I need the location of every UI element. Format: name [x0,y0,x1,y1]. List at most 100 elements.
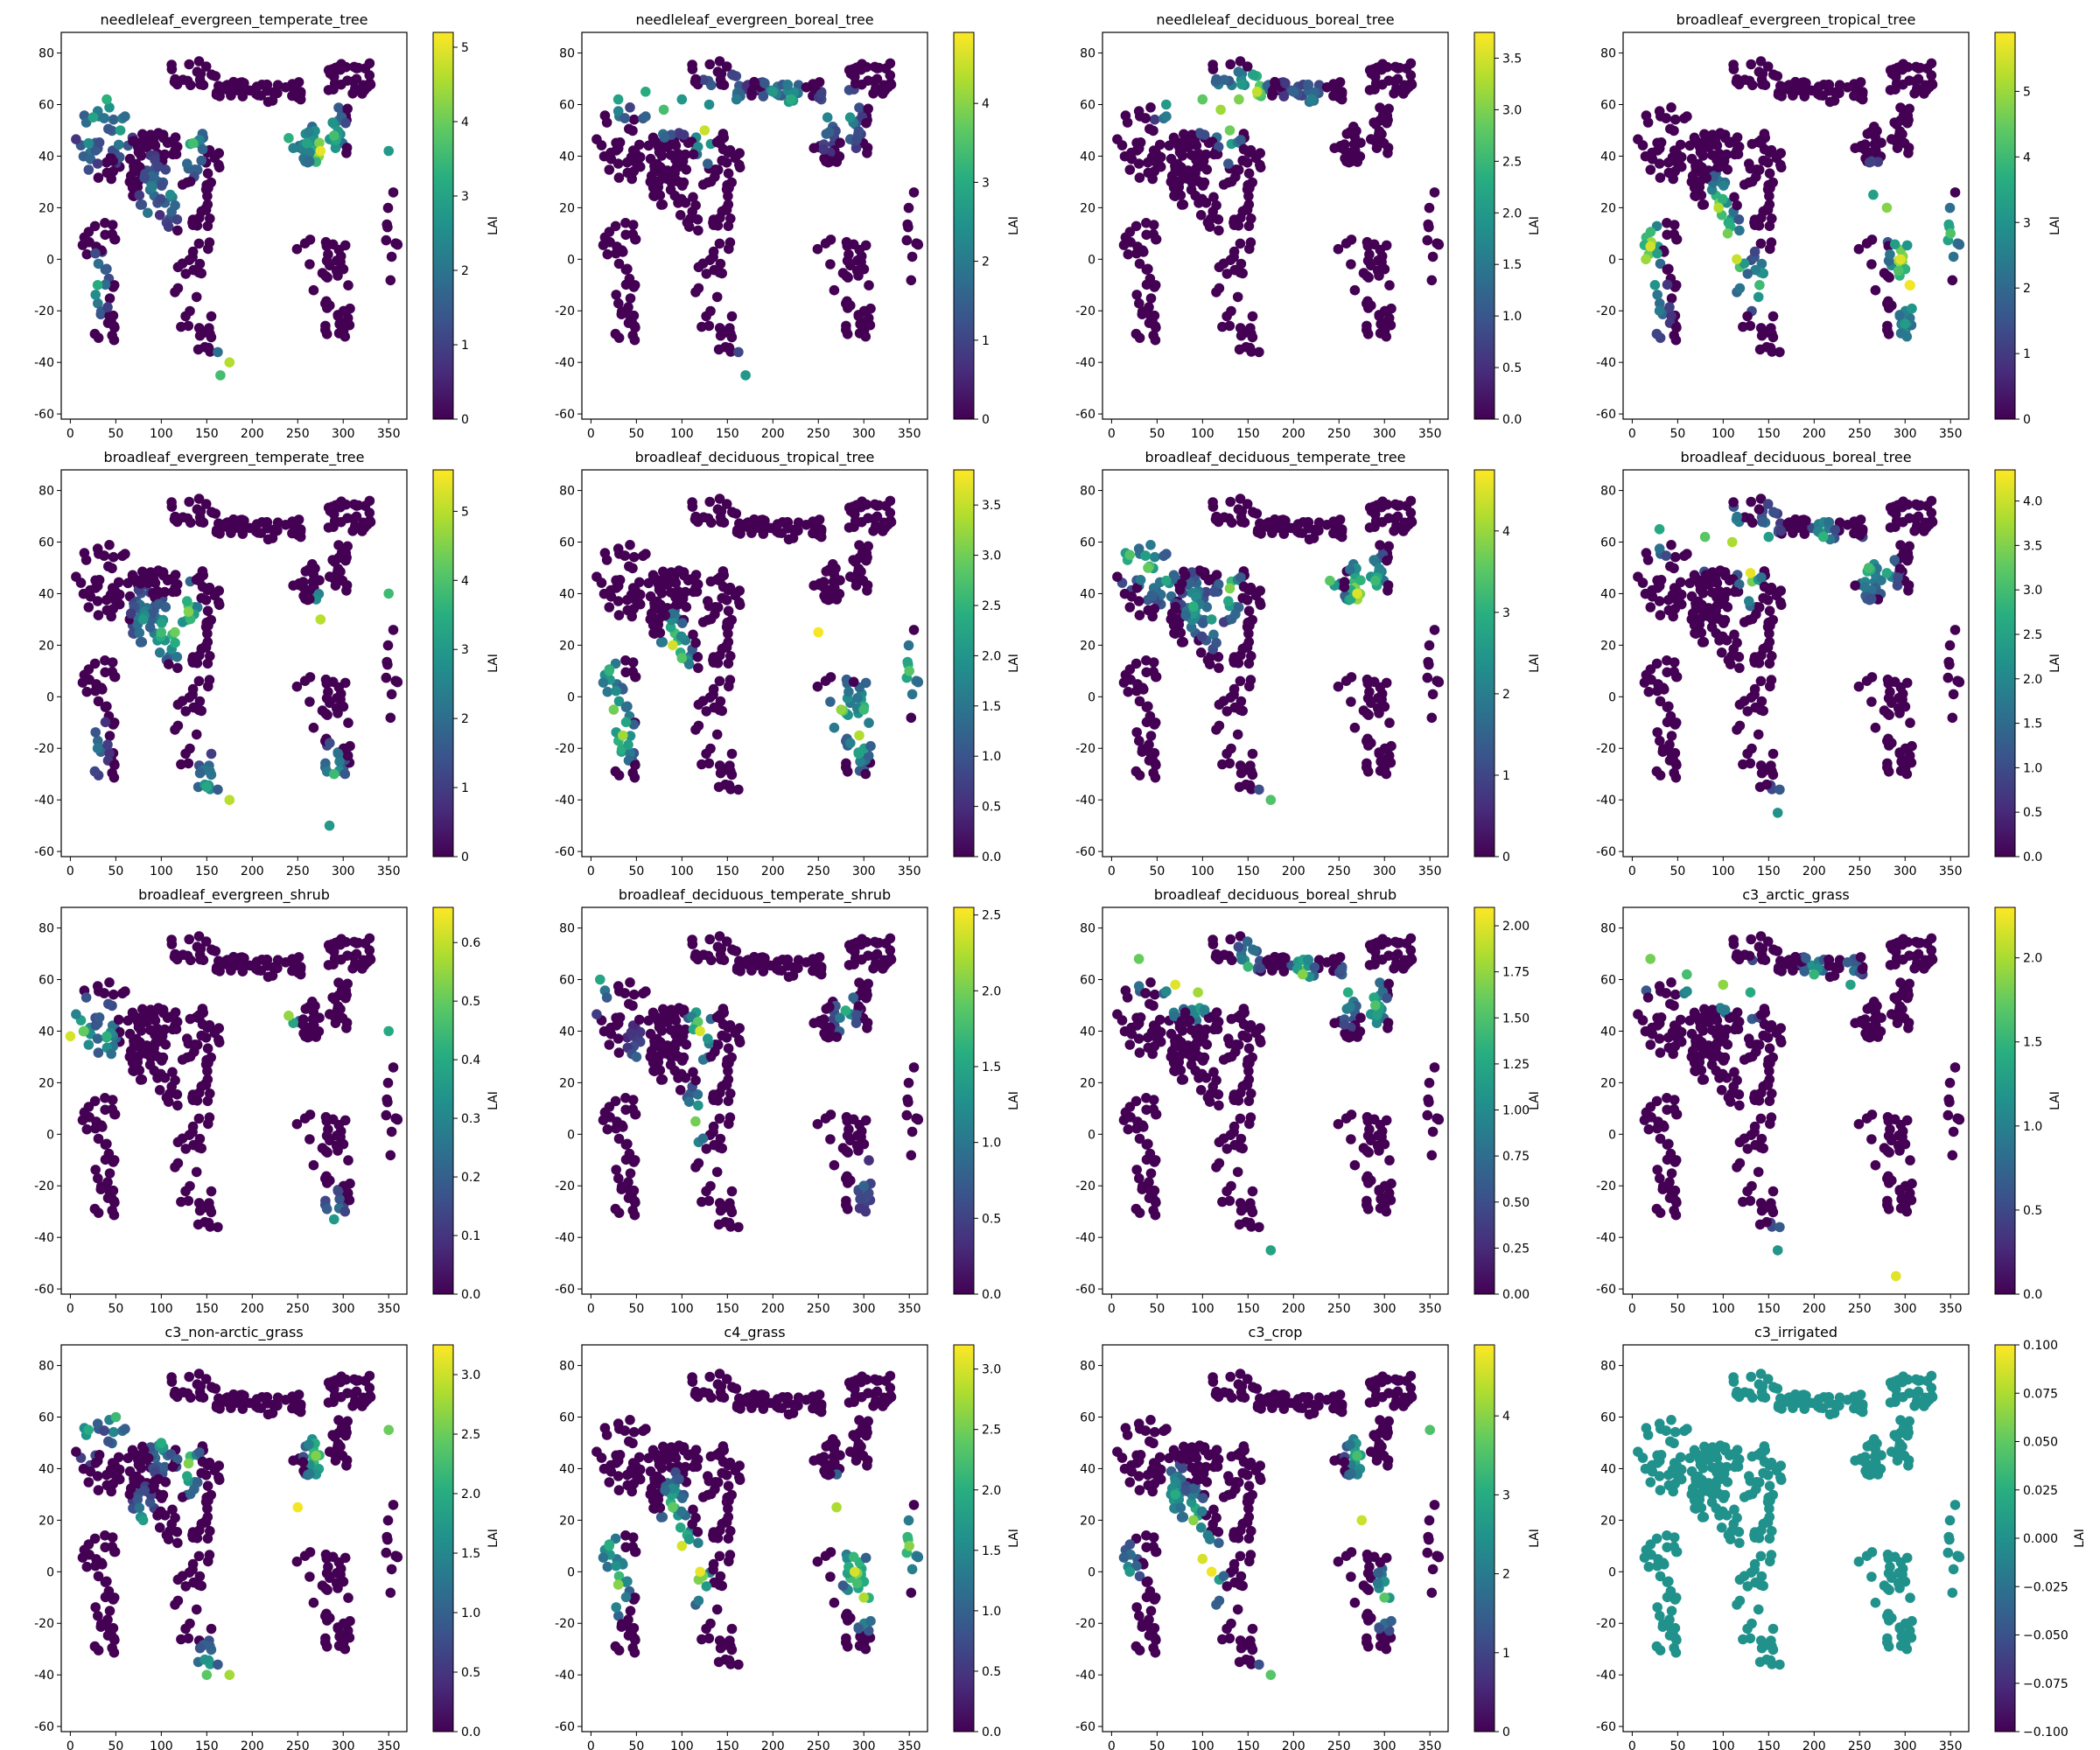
scatter-point [878,88,888,99]
scatter-point [1245,237,1256,248]
scatter-point [851,1140,863,1152]
scatter-point [1656,575,1667,585]
scatter-point [314,1012,325,1023]
scatter-point-high [604,666,614,676]
scatter-point [1222,706,1233,717]
scatter-point [1732,200,1742,211]
scatter-point [250,963,262,975]
scatter-point [343,280,354,290]
y-tick-label: -60 [34,1283,54,1297]
scatter-point [1366,300,1376,312]
scatter-point [634,1014,645,1026]
scatter-point [1236,572,1246,583]
scatter-point [1214,225,1224,236]
scatter-point [340,240,351,251]
scatter-point [793,80,804,90]
scatter-point [1237,592,1248,604]
scatter-point [715,767,726,779]
scatter-point [1166,171,1178,181]
scatter-point [1194,161,1205,172]
scatter-point [180,706,192,717]
scatter-point [701,1144,712,1154]
y-tick-label: -20 [34,1180,54,1194]
x-tick-label: 300 [1373,427,1396,441]
scatter-point [711,1166,723,1178]
scatter-point [901,234,913,246]
scatter-point [1304,534,1315,545]
scatter-point [1775,88,1787,99]
scatter-point [1243,191,1254,201]
scatter-point [170,637,180,648]
y-tick-label: 80 [38,922,54,936]
scatter-point [1700,570,1712,580]
scatter-point [327,117,339,128]
scatter-point-high [1945,228,1956,239]
scatter-point [1756,572,1767,583]
scatter-point [128,136,138,147]
scatter-point [723,1066,733,1076]
x-tick-label: 300 [1373,1302,1396,1316]
colorbar-tick-label: 4 [461,116,469,130]
scatter-point [106,1048,116,1060]
scatter-point-high [324,820,335,831]
scatter-point [725,766,736,777]
plot-area [60,32,408,420]
scatter-point [1745,320,1756,332]
scatter-point [1180,132,1191,143]
scatter-point [104,540,115,550]
scatter-point-high [83,137,94,149]
scatter-point [1842,82,1853,93]
scatter-point [1893,703,1904,714]
scatter-point [1947,275,1958,286]
scatter-point [1242,642,1253,653]
scatter-point [1267,528,1278,538]
scatter-point [185,1051,196,1062]
x-tick-label: 300 [332,427,355,441]
scatter-point [262,517,273,528]
scatter-point [214,148,224,158]
y-tick-label: 80 [1600,485,1616,499]
scatter-point [1214,720,1225,732]
scatter-point [93,172,104,183]
scatter-point [726,614,737,626]
scatter-point-high [904,666,914,676]
scatter-point [708,657,719,668]
scatter-point [715,572,725,583]
scatter-point [717,592,727,604]
scatter-point [1422,672,1433,683]
y-tick-label: 40 [559,587,575,601]
y-tick-label: 0 [46,1128,54,1142]
scatter-point [704,1195,715,1207]
scatter-point [863,978,873,990]
x-tick-label: 0 [1628,864,1636,878]
scatter-point [734,148,745,158]
scatter-point [113,1014,124,1026]
scatter-point [1180,610,1191,620]
scatter-point [1374,564,1385,574]
scatter-point [860,677,872,689]
scatter-point [690,511,701,522]
scatter-point [625,293,636,304]
scatter-point-high [65,1031,76,1042]
scatter-point [308,284,319,296]
y-tick-label: 40 [38,1025,54,1039]
scatter-point [852,693,863,704]
scatter-point [690,637,701,648]
scatter-point [262,80,273,90]
scatter-point [83,227,94,237]
scatter-point [625,540,635,550]
y-tick-label: 40 [38,587,54,601]
colorbar-tick-label: 1.0 [2023,761,2042,775]
scatter-point [782,80,794,90]
scatter-point [157,1055,167,1066]
scatter-point [1866,696,1877,707]
scatter-point [213,1222,223,1233]
scatter-point [862,143,873,153]
scatter-point [158,567,169,578]
scatter-point [104,977,115,988]
scatter-point [153,598,164,610]
scatter-point [1926,515,1937,526]
scatter-point [1134,610,1145,620]
scatter-point [1905,718,1915,728]
